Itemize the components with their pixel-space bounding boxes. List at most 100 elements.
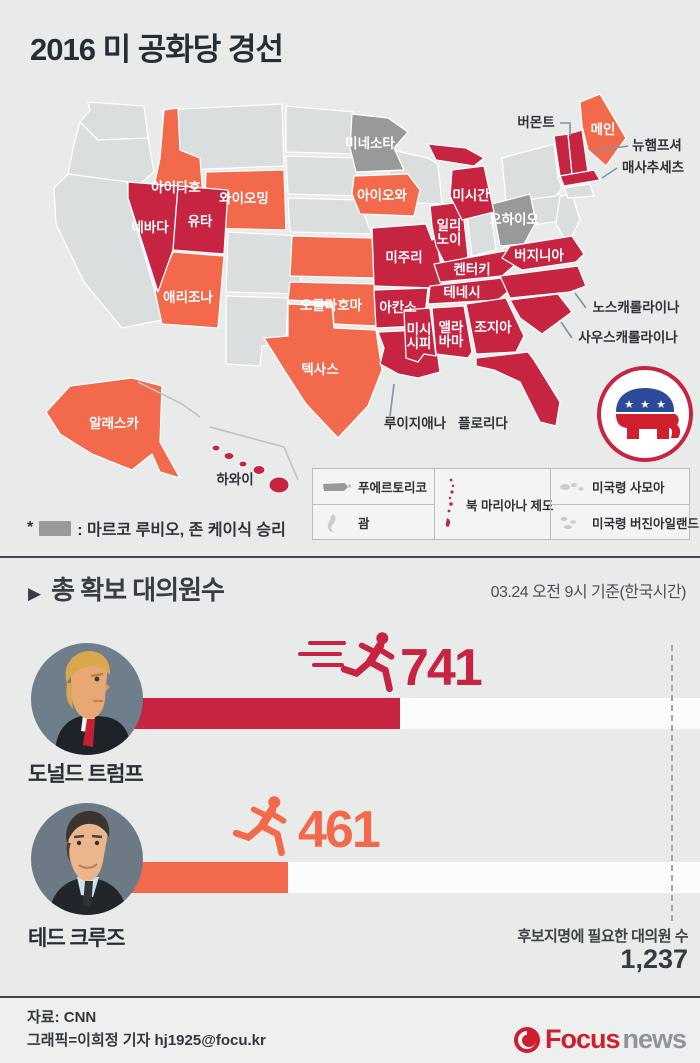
callout-pointer-line: [560, 122, 571, 136]
state-kentucky: [433, 249, 517, 283]
trump-delegate-count: 741: [400, 639, 483, 697]
state-north-carolina: [499, 265, 587, 299]
state-michigan: [449, 165, 495, 221]
state-label: 버몬트: [517, 114, 555, 130]
us-map: 미네소타 아이다호 와이오밍 네바다 유타 애리조나 아이오와 미주리 일리 노이 오하이오 미시간 켄…: [30, 86, 690, 548]
state-michigan-up: [427, 143, 485, 167]
legend-label: 미국령 버진아일랜드: [592, 517, 699, 531]
callout-pointer-line: [560, 321, 573, 339]
legend-col-2: 북 마리아나 제도: [434, 469, 554, 539]
runner-icon: [232, 796, 287, 857]
inset-divider-hawaii: [209, 426, 299, 481]
state-florida: [475, 351, 561, 427]
as-of-date: 03.24 오전 9시 기준(한국시간): [490, 584, 687, 601]
callout-pointer-line: [389, 383, 395, 417]
gray-swatch: [39, 520, 72, 536]
footer-divider-line: [0, 996, 700, 998]
state-south-carolina: [509, 293, 573, 335]
state-label: 켄터키: [453, 261, 490, 277]
trump-name: 도널드 트럼프: [28, 763, 144, 786]
focusnews-swirl-icon: [513, 1026, 540, 1053]
guam-icon: [327, 513, 336, 532]
state-south-dakota: [285, 155, 359, 197]
elephant-star: ★: [656, 399, 666, 411]
state-label: 사우스캐롤라이나: [578, 329, 678, 345]
footer: 자료: CNN 그래픽=이희정 기자 hj1925@focu.kr Focus …: [0, 998, 700, 1063]
state-mississippi: [403, 307, 437, 363]
north-mariana-icon: [445, 478, 455, 527]
trump-bar-fill: [105, 698, 400, 729]
nomination-threshold-line: [671, 645, 673, 921]
page-title: 2016 미 공화당 경선: [30, 24, 284, 69]
legend-label: 북 마리아나 제도: [466, 498, 554, 513]
elephant-red-body: [616, 414, 681, 439]
state-utah: [172, 185, 229, 255]
callout-pointer-line: [601, 167, 618, 179]
state-label: 오하이오: [489, 211, 539, 227]
state-label: 버지니아: [514, 247, 564, 263]
legend-item: 북 마리아나 제도: [435, 469, 554, 539]
callout-pointer-line: [592, 145, 629, 152]
runner-icon: [340, 632, 395, 693]
state-tennessee: [427, 277, 511, 305]
state-label: 네바다: [131, 220, 169, 235]
logo-news-text: news: [622, 1024, 687, 1054]
state-massachusetts: [559, 169, 601, 187]
elephant-star: ★: [640, 399, 650, 411]
states-layer: [45, 93, 627, 494]
state-label: 애리조나: [163, 290, 213, 305]
state-label: 플로리다: [458, 416, 508, 431]
state-label: 아이다호: [151, 179, 201, 195]
state-label: 아칸소: [379, 299, 417, 315]
state-label: 매사추세츠: [622, 160, 685, 175]
nomination-threshold-value: 1,237: [620, 944, 688, 974]
legend-label: 푸에르토리코: [358, 481, 428, 495]
cruz-bar-track: [105, 862, 700, 893]
state-label: 미시 시피: [407, 322, 432, 351]
us-virgin-islands-icon: [560, 516, 576, 529]
state-minnesota: [349, 113, 409, 173]
state-label: 일리 노이: [437, 218, 462, 247]
legend-item: 괌: [313, 505, 434, 540]
state-label: 오클라호마: [300, 298, 363, 313]
state-connecticut-ri: [563, 183, 595, 199]
callout-pointer-line: [574, 292, 587, 309]
elephant-blue-top: [616, 388, 674, 412]
section-title: 총 확보 대의원수: [51, 575, 225, 605]
legend-label: 미국령 사모아: [592, 481, 665, 495]
cruz-delegate-count: 461: [298, 801, 381, 859]
section-divider-line: [0, 556, 700, 558]
state-label: 미네소타: [345, 136, 395, 151]
legend-item: 미국령 사모아: [551, 469, 689, 505]
state-label: 테네시: [443, 285, 480, 300]
map-footnote: * : 마르코 루비오, 존 케이식 승리: [27, 516, 286, 540]
state-label: 텍사스: [301, 361, 339, 377]
state-label: 루이지애나: [384, 415, 447, 431]
legend-item: 미국령 버진아일랜드: [551, 505, 699, 540]
focusnews-logo: Focus news: [512, 1024, 687, 1055]
triangle-bullet-icon: ▶: [28, 584, 42, 603]
republican-elephant-logo: ★ ★ ★: [597, 366, 693, 462]
title-main: 공화당 경선: [137, 32, 284, 67]
trump-photo: [31, 643, 143, 755]
state-label: 앨라 바마: [439, 320, 464, 349]
state-ohio: [491, 193, 537, 247]
american-samoa-icon: [560, 482, 584, 491]
inset-divider-alaska: [137, 381, 201, 418]
state-alabama: [431, 305, 473, 359]
state-virginia: [501, 235, 585, 271]
elephant-star: ★: [624, 399, 634, 411]
state-iowa: [351, 173, 421, 217]
state-label: 미시간: [452, 187, 490, 203]
state-label: 와이오밍: [219, 190, 269, 206]
logo-focus-text: Focus: [544, 1024, 621, 1054]
title-year: 2016 미: [30, 32, 138, 67]
state-nevada: [127, 181, 179, 293]
nomination-threshold-label: 후보지명에 필요한 대의원 수: [517, 928, 688, 945]
state-kansas: [289, 235, 375, 279]
legend-item: 푸에르토리코: [313, 469, 434, 505]
cruz-name: 테드 크루즈: [28, 927, 125, 950]
footnote-text: : 마르코 루비오, 존 케이식 승리: [77, 522, 286, 539]
